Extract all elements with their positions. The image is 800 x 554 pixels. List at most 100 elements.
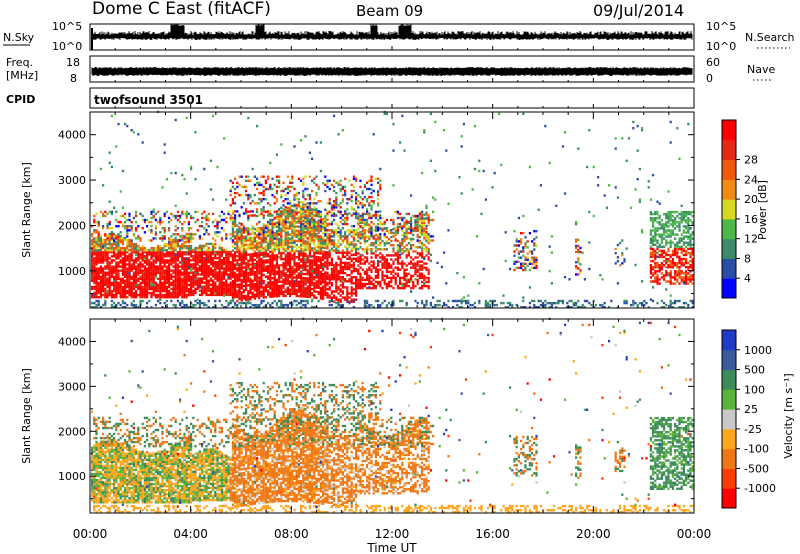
echo-cell xyxy=(273,274,276,278)
echo-cell xyxy=(278,288,281,292)
echo-cell xyxy=(154,253,157,256)
echo-cell xyxy=(293,253,296,257)
echo-cell xyxy=(297,282,300,286)
echo-cell xyxy=(113,253,116,256)
echo-cell xyxy=(99,255,102,258)
echo-cell xyxy=(293,221,296,224)
echo-cell xyxy=(216,279,219,282)
echo-cell xyxy=(262,299,265,303)
echo-cell xyxy=(113,269,116,272)
echo-cell xyxy=(289,223,292,226)
echo-cell xyxy=(157,247,160,250)
echo-cell xyxy=(282,222,285,226)
echo-cell xyxy=(192,237,195,240)
echo-cell xyxy=(302,289,305,292)
echo-cell xyxy=(168,289,171,293)
echo-cell xyxy=(146,249,149,252)
echo-cell xyxy=(311,306,314,309)
echo-cell xyxy=(269,275,272,278)
echo-cell xyxy=(183,289,186,293)
echo-cell xyxy=(137,285,140,289)
echo-cell xyxy=(258,286,261,289)
echo-cell xyxy=(102,277,105,280)
echo-cell xyxy=(236,181,239,184)
echo-cell xyxy=(251,263,254,266)
echo-cell xyxy=(236,263,239,267)
echo-cell xyxy=(214,252,217,256)
echo-cell xyxy=(97,236,100,240)
echo-cell xyxy=(172,289,175,293)
echo-cell xyxy=(311,224,314,227)
echo-cell xyxy=(291,237,294,240)
echo-cell xyxy=(260,282,263,285)
echo-cell xyxy=(245,255,248,259)
echo-cell xyxy=(126,281,129,285)
echo-cell xyxy=(220,303,223,307)
echo-cell xyxy=(170,299,173,303)
echo-cell xyxy=(311,218,314,221)
echo-cell xyxy=(275,272,278,275)
echo-cell xyxy=(220,293,223,297)
echo-cell xyxy=(119,287,122,291)
echo-cell xyxy=(306,256,309,260)
echo-cell xyxy=(302,195,305,199)
echo-cell xyxy=(275,293,278,296)
echo-cell xyxy=(117,242,120,246)
echo-cell xyxy=(161,249,164,252)
echo-cell xyxy=(258,280,261,283)
echo-cell xyxy=(300,250,303,253)
echo-cell xyxy=(187,257,190,260)
echo-cell xyxy=(282,181,285,184)
echo-cell xyxy=(262,198,265,201)
station-title: Dome C East (fitACF) xyxy=(92,0,271,19)
echo-cell xyxy=(284,294,287,297)
echo-cell xyxy=(308,275,311,278)
echo-cell xyxy=(293,260,296,263)
echo-cell xyxy=(139,281,142,285)
echo-cell xyxy=(212,212,215,216)
echo-cell xyxy=(152,285,155,289)
echo-cell xyxy=(280,239,283,242)
echo-cell xyxy=(227,285,230,288)
echo-cell xyxy=(295,290,298,294)
echo-cell xyxy=(117,261,120,264)
echo-cell xyxy=(198,303,201,307)
echo-cell xyxy=(115,218,118,222)
echo-cell xyxy=(132,299,135,303)
echo-cell xyxy=(113,251,116,254)
echo-cell xyxy=(317,284,320,287)
echo-cell xyxy=(181,285,184,289)
echo-cell xyxy=(163,273,166,276)
echo-cell xyxy=(124,216,127,220)
echo-cell xyxy=(124,296,127,299)
echo-cell xyxy=(126,249,129,252)
echo-cell xyxy=(93,263,96,266)
echo-cell xyxy=(317,299,320,303)
echo-cell xyxy=(137,283,140,287)
echo-cell xyxy=(108,220,111,224)
echo-cell xyxy=(108,247,111,250)
echo-cell xyxy=(275,185,278,189)
echo-cell xyxy=(91,277,94,280)
echo-cell xyxy=(284,278,287,281)
echo-cell xyxy=(148,263,151,266)
echo-cell xyxy=(128,291,131,295)
echo-cell xyxy=(297,266,300,269)
echo-cell xyxy=(291,229,294,232)
echo-cell xyxy=(124,289,127,293)
echo-cell xyxy=(179,216,182,220)
echo-cell xyxy=(251,227,254,230)
echo-cell xyxy=(128,271,131,275)
echo-cell xyxy=(137,255,140,258)
echo-cell xyxy=(286,270,289,273)
echo-cell xyxy=(240,260,243,263)
echo-cell xyxy=(253,303,256,307)
echo-cell xyxy=(304,250,307,253)
echo-cell xyxy=(205,285,208,288)
echo-cell xyxy=(286,227,289,230)
echo-cell xyxy=(205,222,208,226)
echo-cell xyxy=(315,290,318,293)
echo-cell xyxy=(201,291,204,295)
echo-cell xyxy=(194,267,197,270)
echo-cell xyxy=(236,242,239,246)
